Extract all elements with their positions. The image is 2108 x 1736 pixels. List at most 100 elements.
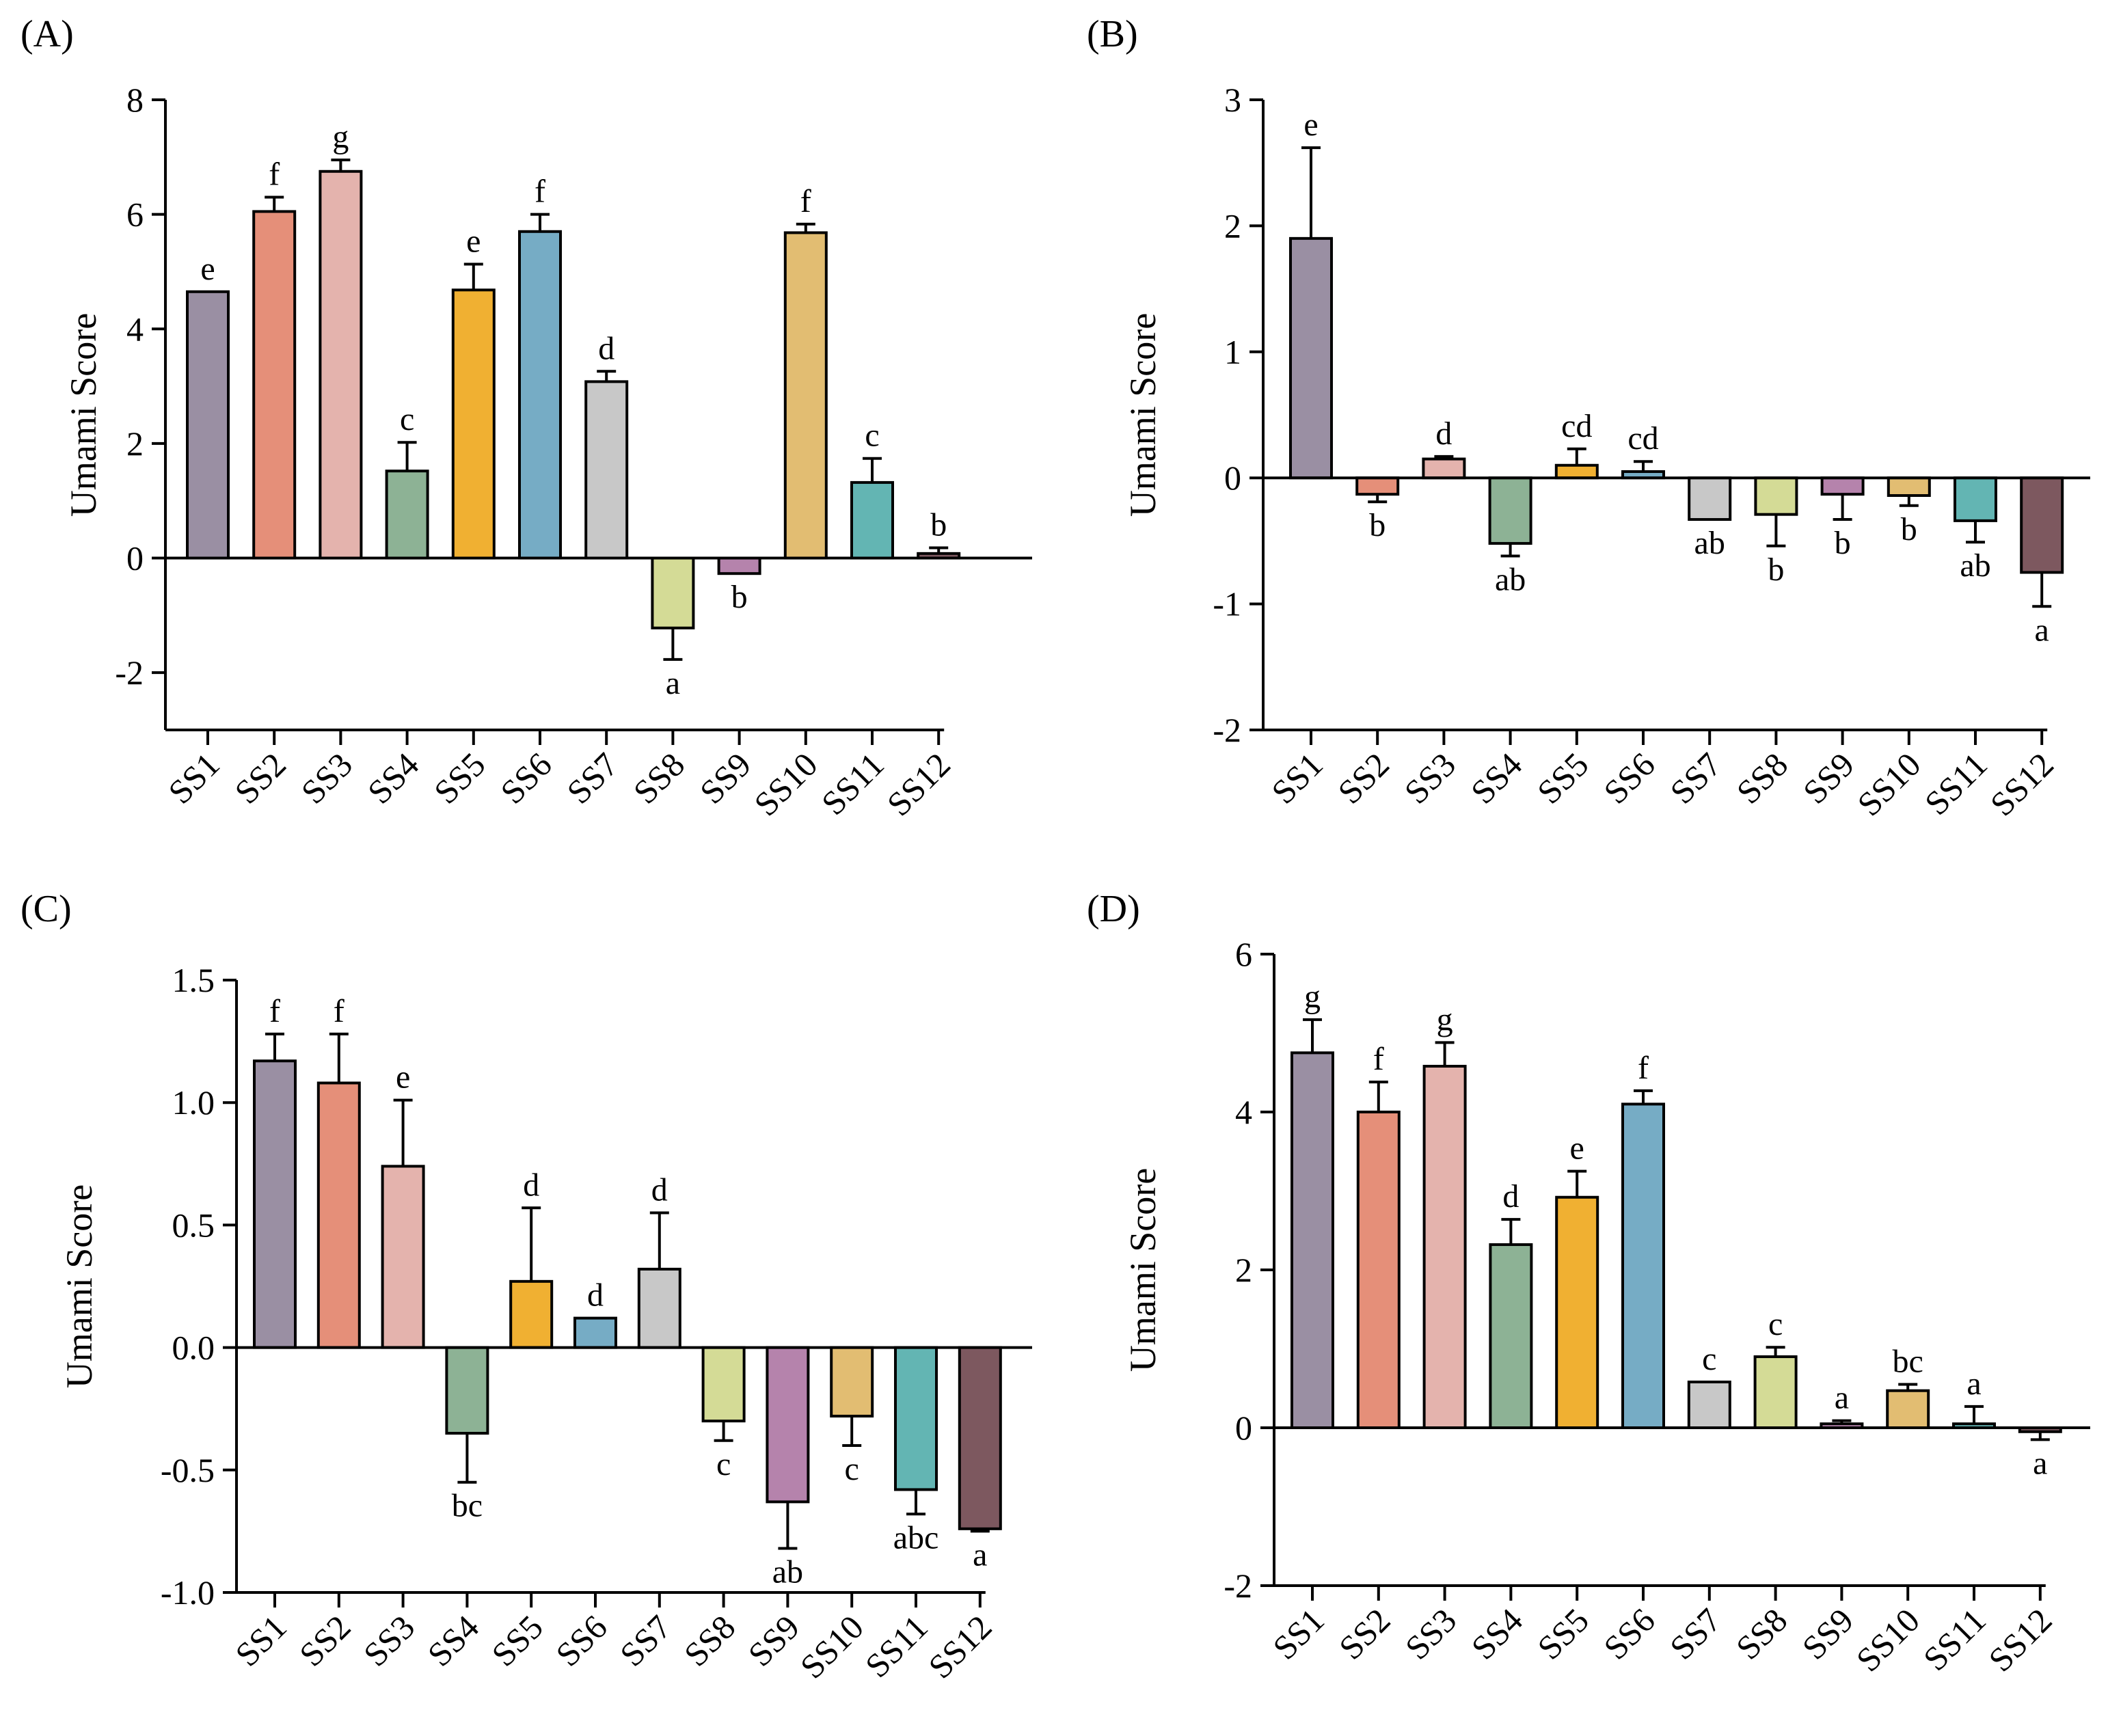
x-tick-label: SS3 [356,1608,422,1674]
bar-ss3 [381,1165,425,1349]
panel-label: (A) [21,13,74,55]
y-tick-label: 1.5 [172,961,215,999]
x-tick-label: SS9 [692,745,759,811]
x-tick-label: SS1 [161,745,227,811]
x-tick-label: SS10 [793,1608,871,1685]
y-tick-label: 6 [1235,935,1252,973]
significance-letter: a [666,665,680,701]
x-tick-label: SS8 [677,1608,743,1674]
y-tick-label: -2 [115,653,144,692]
bar-ss10 [783,231,828,560]
bar-ss4 [445,1346,489,1435]
bar-ss9 [1820,476,1865,496]
chart-panel-4: (D) -2 0 2 4 6 Umami Score g SS1 f SS2 g SS3 d SS4 e SS5… [1087,888,2090,1679]
bar-ss7 [584,380,629,560]
significance-letter: d [651,1171,668,1208]
significance-letter: g [1304,979,1321,1015]
x-tick-label: SS6 [1596,745,1662,811]
significance-letter: f [1373,1041,1384,1077]
x-tick-label: SS11 [858,1608,935,1685]
bar-ss7 [1688,476,1732,521]
x-tick-label: SS1 [1265,1601,1332,1667]
panel-label: (B) [1087,13,1138,55]
significance-letter: a [973,1536,987,1573]
bar-ss3 [319,169,363,560]
significance-letter: e [1570,1130,1584,1167]
significance-letter: bc [1893,1343,1923,1379]
significance-letter: d [523,1167,539,1203]
x-tick-label: SS3 [1397,745,1463,811]
x-tick-label: SS9 [1795,1601,1861,1667]
x-tick-label: SS3 [1398,1601,1464,1667]
significance-letter: g [332,119,349,155]
y-axis-title: Umami Score [63,313,104,517]
bar-ss2 [252,210,297,560]
significance-letter: bc [452,1488,483,1524]
x-tick-label: SS11 [814,745,891,822]
bar-ss6 [573,1316,617,1349]
bar-ss4 [385,470,429,560]
x-tick-label: SS7 [559,745,625,811]
y-tick-label: 2 [1224,206,1241,245]
y-tick-label: 2 [1235,1251,1252,1289]
significance-letter: f [334,993,344,1029]
y-tick-label: 3 [1224,81,1241,119]
bar-ss9 [717,556,761,575]
significance-letter: d [1435,416,1452,452]
x-tick-label: SS5 [1530,1601,1596,1667]
bar-ss6 [518,230,562,560]
x-tick-label: SS6 [1596,1601,1662,1667]
significance-letter: ab [772,1554,803,1590]
x-tick-label: SS6 [548,1608,614,1674]
y-tick-label: 0 [1224,459,1241,497]
bar-ss6 [1621,1102,1665,1429]
y-axis-title: Umami Score [1122,313,1163,517]
significance-letter: b [1835,525,1851,561]
bar-ss2 [1355,476,1400,496]
x-tick-label: SS1 [228,1608,294,1674]
bar-ss8 [651,556,695,629]
bar-ss8 [701,1346,746,1423]
significance-letter: ab [1495,562,1526,598]
significance-letter: d [598,330,614,366]
panel-label: (D) [1087,888,1140,930]
significance-letter: e [200,251,215,287]
bar-ss4 [1488,476,1532,545]
significance-letter: abc [893,1519,939,1556]
significance-letter: c [1768,1306,1783,1342]
significance-letter: a [2035,612,2049,648]
significance-letter: e [466,223,481,260]
x-tick-label: SS10 [1850,745,1928,823]
x-tick-label: SS4 [420,1608,487,1674]
significance-letter: b [1768,552,1784,588]
bar-ss9 [766,1346,810,1504]
x-tick-label: SS8 [1729,1601,1795,1667]
significance-letter: c [716,1446,731,1482]
bar-ss2 [1356,1111,1401,1429]
chart-panel-1: (A) -2 0 2 4 6 8 Umami Score e SS1 f SS2 g SS3 c SS4 e SS… [21,13,1032,823]
x-tick-label: SS3 [294,745,360,811]
y-tick-label: 8 [126,81,144,119]
y-tick-label: -1 [1213,585,1241,623]
bar-ss1 [1289,236,1333,480]
significance-letter: e [396,1059,410,1096]
significance-letter: g [1437,1001,1453,1037]
x-tick-label: SS4 [360,745,427,811]
significance-letter: b [930,506,947,543]
x-tick-label: SS7 [1662,1601,1729,1667]
y-tick-label: 4 [126,310,144,348]
x-tick-label: SS10 [746,745,824,823]
x-tick-label: SS10 [1849,1601,1927,1679]
significance-letter: cd [1561,408,1592,444]
x-tick-label: SS6 [493,745,559,811]
bar-ss3 [1422,1065,1467,1429]
y-tick-label: 2 [126,424,144,463]
y-tick-label: 6 [126,195,144,234]
significance-letter: ab [1694,525,1725,561]
y-tick-label: -1.0 [161,1573,215,1612]
x-tick-label: SS5 [427,745,493,811]
significance-letter: c [400,401,414,437]
bar-ss10 [1887,476,1931,498]
x-tick-label: SS12 [1981,1601,2059,1679]
